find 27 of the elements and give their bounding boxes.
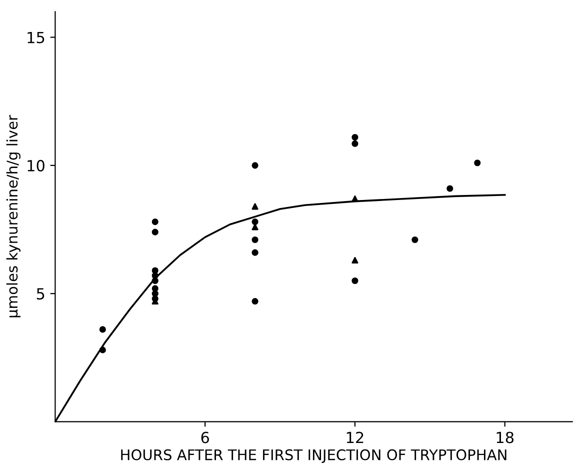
point	[152, 218, 158, 226]
x-axis-title: HOURS AFTER THE FIRST INJECTION OF TRYPTOPHAN	[121, 449, 506, 464]
y-tick-label: 15	[28, 32, 44, 44]
x-tick-label: 6	[201, 432, 209, 444]
point	[252, 249, 258, 256]
point	[352, 277, 358, 284]
y-tick-label: 5	[36, 288, 44, 300]
point	[252, 224, 258, 230]
point	[152, 285, 158, 292]
point	[252, 218, 258, 226]
point	[412, 236, 418, 244]
point	[252, 236, 258, 244]
point	[474, 160, 481, 166]
point	[252, 162, 258, 169]
point	[352, 256, 358, 264]
y-tick-label: 10	[28, 160, 44, 172]
point	[99, 326, 106, 333]
x-tick-label: 12	[346, 432, 364, 444]
point	[352, 140, 358, 147]
point	[152, 228, 158, 236]
y-axis-title: μmoles kynurenine/h/g liver	[6, 114, 20, 318]
point	[252, 298, 258, 305]
x-tick-label: 18	[496, 432, 514, 444]
point	[152, 267, 158, 274]
point	[446, 185, 454, 192]
point	[252, 203, 258, 210]
point	[352, 134, 358, 141]
